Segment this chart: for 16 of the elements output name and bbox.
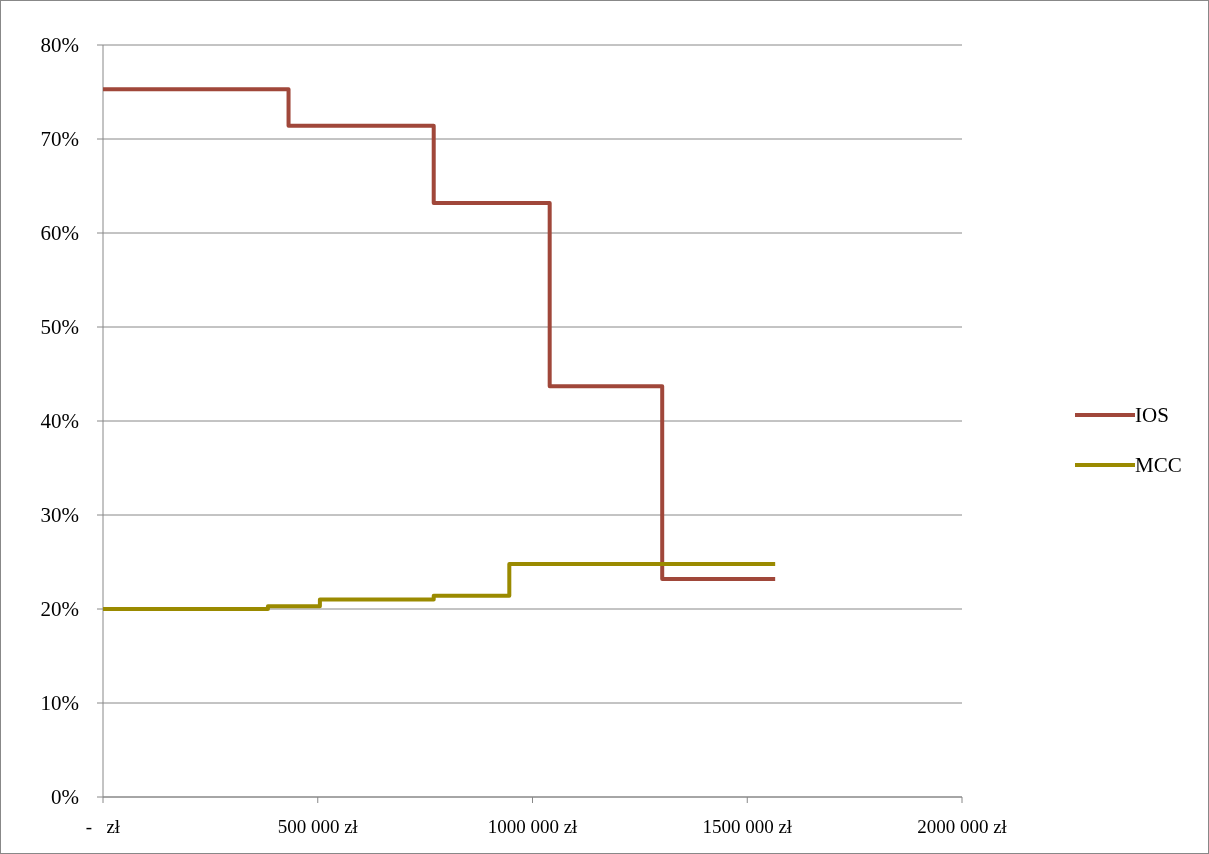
y-tick-label: 40% [40, 409, 79, 434]
x-tick-label: 2000 000 zł [917, 816, 1008, 837]
y-tick-label: 30% [40, 503, 79, 528]
legend-label: IOS [1135, 403, 1169, 428]
y-tick-label: 20% [40, 597, 79, 622]
y-tick-label: 70% [40, 127, 79, 152]
y-tick-label: 50% [40, 315, 79, 340]
x-tick-label: 1000 000 zł [487, 816, 579, 837]
y-tick-label: 60% [40, 221, 79, 246]
y-tick-label: 10% [40, 691, 79, 716]
x-tick-label: - zł [85, 816, 121, 837]
legend-label: MCC [1135, 453, 1182, 478]
x-tick-label: 1500 000 zł [702, 816, 793, 837]
y-tick-label: 80% [40, 33, 79, 58]
y-tick-label: 0% [51, 785, 79, 810]
x-tick-label: 500 000 zł [277, 816, 359, 837]
